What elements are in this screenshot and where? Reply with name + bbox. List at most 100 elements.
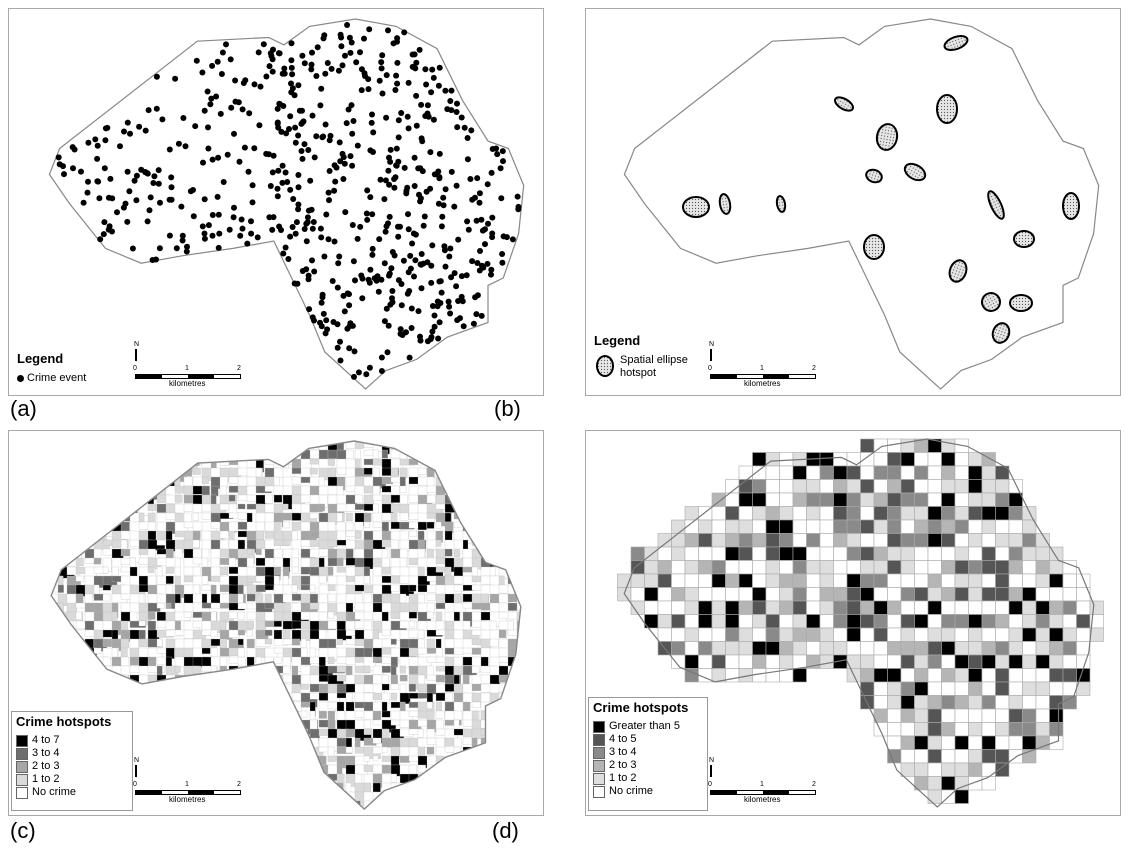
area-polygon	[526, 774, 535, 786]
crime-event-dot	[270, 46, 276, 53]
crime-event-dot	[268, 53, 275, 59]
crime-event-dot	[411, 273, 417, 280]
area-polygon	[31, 495, 44, 509]
crime-event-dot	[199, 69, 206, 76]
grid-cell	[900, 654, 915, 669]
crime-event-dot	[418, 285, 425, 292]
area-polygon	[516, 764, 521, 778]
area-polygon	[444, 692, 453, 702]
area-polygon	[336, 800, 344, 809]
legend-class-4: No crime	[16, 786, 76, 799]
grid-cell	[671, 614, 686, 629]
crime-event-dot	[295, 206, 302, 213]
grid-cell	[914, 614, 929, 629]
grid-cell	[914, 708, 929, 723]
crime-event-dot	[357, 49, 363, 56]
grid-cell	[1022, 654, 1037, 669]
crime-event-dot	[382, 177, 389, 184]
grid-cell	[860, 452, 875, 467]
crime-event-dot	[117, 143, 123, 150]
crime-event-dot	[358, 272, 365, 279]
crime-event-dot	[499, 251, 506, 257]
area-polygon	[489, 441, 503, 452]
area-polygon	[51, 620, 55, 636]
grid-cell	[738, 492, 753, 507]
area-polygon	[507, 557, 521, 566]
area-polygon	[345, 800, 356, 809]
area-polygon	[526, 666, 538, 677]
area-polygon	[51, 557, 53, 569]
area-polygon	[57, 467, 68, 483]
area-polygon	[201, 737, 212, 745]
area-polygon	[138, 441, 148, 453]
crime-event-dot	[465, 226, 472, 233]
area-polygon	[526, 711, 535, 723]
area-polygon	[516, 719, 521, 729]
area-polygon	[264, 764, 273, 772]
crime-event-dot	[448, 87, 455, 94]
area-polygon	[255, 611, 267, 622]
area-polygon	[426, 539, 437, 551]
area-polygon	[381, 620, 392, 631]
area-polygon	[381, 449, 388, 459]
area-polygon	[255, 584, 266, 593]
grid-cell	[725, 506, 740, 521]
crime-event-dot	[440, 202, 447, 209]
area-polygon	[291, 746, 303, 759]
grid-cell	[968, 641, 983, 656]
grid-cell	[1008, 600, 1023, 615]
area-polygon	[255, 674, 265, 686]
area-polygon	[51, 503, 56, 516]
hotspot-ellipse	[936, 94, 958, 124]
area-polygon	[102, 512, 120, 527]
area-polygon	[426, 521, 435, 529]
area-polygon	[535, 801, 543, 807]
crime-event-dot	[136, 123, 143, 130]
grid-cell	[657, 573, 672, 588]
crime-event-dot	[124, 218, 131, 225]
area-polygon	[237, 656, 246, 667]
area-polygon	[426, 494, 436, 504]
area-polygon	[84, 665, 96, 674]
area-polygon	[246, 692, 263, 701]
crime-event-dot	[318, 85, 325, 92]
area-polygon	[480, 746, 497, 755]
area-polygon	[246, 548, 253, 555]
crime-event-dot	[180, 115, 187, 121]
grid-cell	[711, 587, 726, 602]
grid-cell	[738, 519, 753, 534]
area-polygon	[435, 674, 445, 683]
area-polygon	[327, 791, 341, 799]
area-polygon	[489, 791, 508, 803]
area-polygon	[156, 566, 163, 577]
area-polygon	[282, 539, 291, 546]
area-polygon	[390, 494, 401, 503]
scale-tick-0: 0	[708, 365, 712, 372]
area-polygon	[507, 485, 519, 492]
grid-cell	[887, 695, 902, 710]
crime-event-dot	[427, 149, 434, 156]
area-polygon	[363, 611, 374, 620]
area-polygon	[183, 692, 198, 705]
area-polygon	[147, 566, 155, 573]
area-polygon	[156, 728, 170, 739]
area-polygon	[93, 467, 100, 475]
area-polygon	[93, 521, 107, 535]
grid-cell	[995, 492, 1010, 507]
crime-event-dot	[435, 82, 442, 89]
crime-event-dot	[109, 228, 115, 235]
area-polygon	[526, 522, 538, 532]
area-polygon	[516, 728, 521, 739]
grid-cell	[941, 776, 956, 791]
area-polygon	[471, 746, 481, 762]
area-polygon	[57, 638, 74, 652]
area-polygon	[399, 674, 408, 682]
grid-cell	[995, 654, 1010, 669]
grid-cell	[752, 519, 767, 534]
area-polygon	[327, 575, 338, 585]
area-polygon	[489, 494, 501, 510]
area-polygon	[498, 449, 510, 463]
area-polygon	[282, 629, 291, 640]
area-polygon	[66, 449, 78, 456]
crime-event-dot	[179, 237, 186, 244]
